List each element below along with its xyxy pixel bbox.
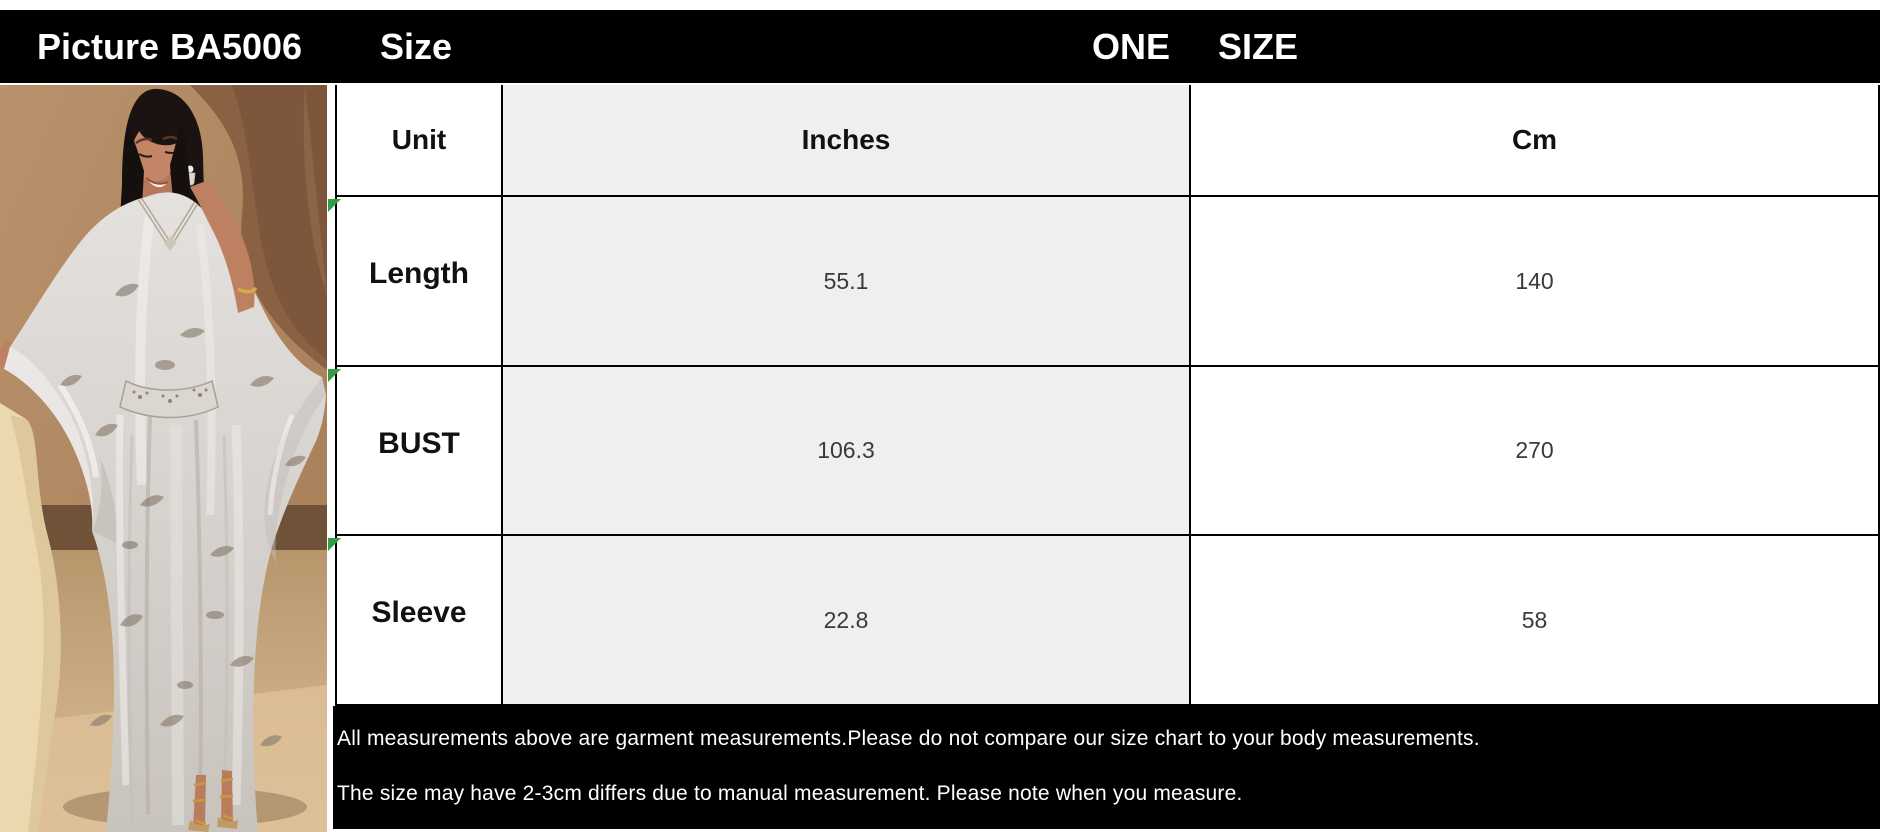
size-table: Unit Inches Cm Length 55.1 140 BUST 106.… xyxy=(328,85,1880,706)
value-text: 55.1 xyxy=(823,267,869,294)
length-cm-value: 140 xyxy=(1191,197,1878,365)
row-label: Sleeve xyxy=(371,596,467,629)
col-header-unit: Unit xyxy=(337,85,501,195)
table-row-label-length: Length xyxy=(328,197,501,365)
excel-flag-icon xyxy=(328,199,341,212)
col-header-inches: Inches xyxy=(503,85,1189,195)
table-row-label-sleeve: Sleeve xyxy=(328,536,501,704)
bust-inches-value: 106.3 xyxy=(503,367,1189,534)
sleeve-inches-value: 22.8 xyxy=(503,536,1189,704)
note-manual-measurement: The size may have 2-3cm differs due to m… xyxy=(337,782,1243,805)
size-label: Size xyxy=(380,26,453,67)
value-text: 106.3 xyxy=(817,437,875,463)
product-photo xyxy=(0,85,327,832)
value-text: 140 xyxy=(1515,267,1554,294)
title-bar: Picture BA5006 Size ONE SIZE xyxy=(0,10,1880,83)
one-size-value: ONE SIZE xyxy=(1091,26,1299,67)
excel-flag-icon xyxy=(328,369,341,382)
sleeve-cm-value: 58 xyxy=(1191,536,1878,704)
picture-label: Picture xyxy=(37,26,160,67)
note-garment-measurements: All measurements above are garment measu… xyxy=(337,727,1480,750)
bust-cm-value: 270 xyxy=(1191,367,1878,534)
row-label: Length xyxy=(369,257,469,290)
value-text: 22.8 xyxy=(823,606,869,633)
value-text: 58 xyxy=(1521,606,1548,633)
col-header-cm: Cm xyxy=(1191,85,1878,195)
value-text: 270 xyxy=(1515,437,1554,463)
length-inches-value: 55.1 xyxy=(503,197,1189,365)
row-label: BUST xyxy=(378,426,460,460)
measurement-notes: All measurements above are garment measu… xyxy=(333,706,1880,829)
table-row-label-bust: BUST xyxy=(328,367,501,534)
excel-flag-icon xyxy=(328,538,341,551)
item-code: BA5006 xyxy=(170,26,303,67)
product-photo-art xyxy=(0,85,327,832)
